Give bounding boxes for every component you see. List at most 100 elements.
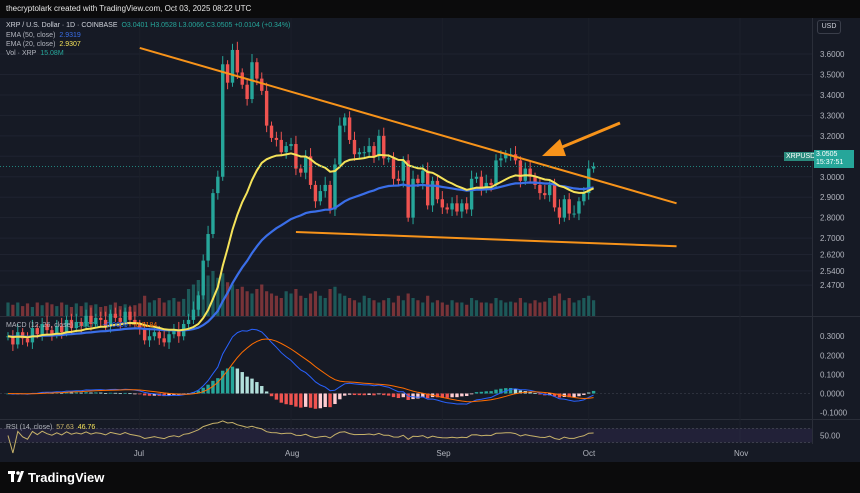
volume-bar <box>333 286 337 316</box>
volume-bar <box>60 302 64 316</box>
macd-histogram-bar <box>299 393 303 408</box>
volume-bar <box>294 289 298 316</box>
volume-bar <box>182 298 186 316</box>
volume-bar <box>64 304 69 316</box>
candle-body <box>167 334 171 343</box>
volume-bar <box>138 303 142 316</box>
volume-bar <box>401 300 405 316</box>
macd-histogram-bar <box>225 368 230 394</box>
ema20-legend[interactable]: EMA (20, close) 2.9307 <box>6 41 83 48</box>
volume-bar <box>509 301 513 316</box>
macd-histogram-bar <box>269 393 274 397</box>
candle-body <box>499 158 503 161</box>
volume-bar <box>362 295 366 316</box>
ema50-line <box>7 181 594 338</box>
candle-body <box>411 178 415 218</box>
candle-body <box>79 321 83 327</box>
symbol-label: XRP / U.S. Dollar · 1D · COINBASE <box>6 22 118 29</box>
price-tick-label: 3.4000 <box>820 91 845 100</box>
volume-bar <box>260 284 264 316</box>
volume-bar <box>484 302 488 316</box>
macd-histogram-bar <box>460 393 464 397</box>
macd-histogram-bar <box>294 393 298 407</box>
candle-body <box>382 135 386 159</box>
macd-value-3: −0.0184 <box>131 322 158 329</box>
volume-bar <box>538 302 542 316</box>
tradingview-logo[interactable]: TradingView <box>8 470 104 485</box>
candle-body <box>186 319 191 324</box>
x-tick-label: Jul <box>134 449 144 458</box>
ema50-legend[interactable]: EMA (50, close) 2.9319 <box>6 32 83 39</box>
volume-bar <box>338 293 342 316</box>
macd-histogram-bar <box>450 393 454 398</box>
rsi-legend[interactable]: RSI (14, close) 57.63 46.76 <box>6 424 97 431</box>
last-price-tag: 3.0505 15:37:51 <box>814 150 854 168</box>
candle-body <box>55 326 59 335</box>
price-tick-label: 3.3000 <box>820 111 845 120</box>
volume-bar <box>382 300 386 316</box>
symbol-legend[interactable]: XRP / U.S. Dollar · 1D · COINBASE O3.040… <box>6 22 292 29</box>
volume-bar <box>6 302 10 316</box>
macd-histogram-bar <box>94 392 98 394</box>
candle-body <box>11 336 15 345</box>
macd-histogram-bar <box>211 380 215 394</box>
volume-bar <box>372 300 376 316</box>
macd-histogram-bar <box>494 389 498 394</box>
macd-legend[interactable]: MACD (12, 26, close) 0.0176 −0.0009 −0.0… <box>6 322 159 329</box>
volume-bar <box>450 300 454 316</box>
macd-histogram-bar <box>79 392 83 394</box>
candle-body <box>386 158 391 160</box>
candle-body <box>562 199 567 218</box>
macd-histogram-bar <box>377 393 381 395</box>
price-tick-label: 3.5000 <box>820 71 845 80</box>
volume-bar <box>186 289 191 316</box>
volume-bar <box>21 306 25 316</box>
macd-histogram-bar <box>89 392 93 394</box>
volume-bar <box>147 302 152 316</box>
currency-button[interactable]: USD <box>817 20 841 34</box>
macd-histogram-bar <box>465 393 469 396</box>
volume-bar <box>206 275 210 316</box>
symbol-price-tag: XRPUSD <box>784 152 818 161</box>
candle-body <box>518 160 523 181</box>
volume-legend[interactable]: Vol · XRP 15.08M <box>6 50 66 57</box>
volume-bar <box>552 295 557 316</box>
macd-histogram-bar <box>274 393 279 400</box>
macd-histogram-bar <box>99 392 103 394</box>
macd-histogram-bar <box>167 393 171 396</box>
volume-bar <box>265 291 269 316</box>
candle-body <box>367 146 371 153</box>
macd-histogram-bar <box>201 387 205 394</box>
volume-bar <box>235 289 239 316</box>
volume-bar <box>421 302 425 316</box>
macd-histogram-bar <box>577 393 581 397</box>
volume-bar <box>470 298 474 316</box>
candle-body <box>557 207 562 218</box>
volume-bar <box>172 298 176 316</box>
volume-bar <box>240 286 244 316</box>
candle-body <box>435 180 440 200</box>
macd-histogram-bar <box>538 393 542 395</box>
macd-histogram-bar <box>401 393 405 398</box>
volume-bar <box>11 304 15 316</box>
x-tick-label: Nov <box>734 449 748 458</box>
macd-histogram-bar <box>572 393 576 398</box>
macd-histogram-bar <box>513 388 518 394</box>
candle-body <box>235 49 240 73</box>
last-price: 3.0505 <box>816 151 838 158</box>
macd-histogram-bar <box>557 393 562 398</box>
macd-histogram-bar <box>221 370 225 394</box>
candle-body <box>577 201 581 214</box>
candle-body <box>177 330 181 337</box>
macd-histogram-bar <box>567 393 571 398</box>
candle-body <box>74 321 79 329</box>
volume-bar <box>308 293 313 316</box>
macd-histogram-bar <box>313 393 318 409</box>
candle-body <box>108 313 113 327</box>
candle-body <box>35 328 39 335</box>
ema50-label: EMA (50, close) <box>6 32 56 39</box>
macd-value-1: 0.0176 <box>76 322 99 329</box>
candle-body <box>547 184 552 196</box>
macd-histogram-bar <box>260 386 264 394</box>
